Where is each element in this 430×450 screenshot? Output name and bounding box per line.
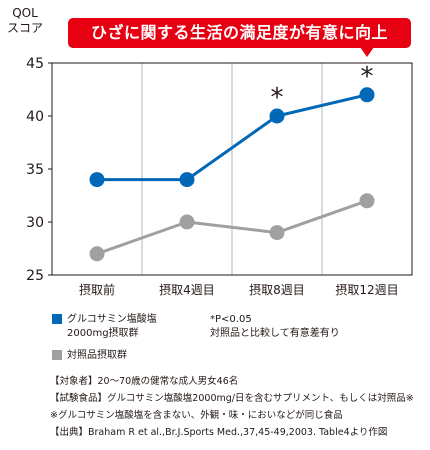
footnote-control-note: ※グルコサミン塩酸塩を含まない、外観・味・においなどが同じ食品 — [50, 410, 343, 421]
data-point-series-0 — [269, 108, 285, 124]
significance-note: *P<0.05 対照品と比較して有意差有り — [210, 313, 340, 341]
series-line-1 — [96, 199, 368, 256]
x-tick-label: 摂取12週目 — [335, 282, 398, 297]
data-point-series-1 — [359, 193, 375, 209]
legend-label-control: 対照品摂取群 — [67, 350, 127, 361]
footnote-source: 【出典】Braham R et al.,Br.J.Sports Med.,37,… — [50, 427, 388, 438]
data-point-series-1 — [269, 225, 285, 241]
significance-note-line-1: *P<0.05 — [210, 314, 252, 325]
footnotes: 【対象者】20～70歳の健常な成人男女46名 【試験食品】グルコサミン塩酸塩20… — [50, 373, 414, 441]
legend-item-glucosamine: グルコサミン塩酸塩 2000mg摂取群 — [52, 313, 157, 341]
data-point-series-1 — [179, 214, 195, 230]
y-tick-label: 45 — [26, 56, 44, 72]
y-axis-title: QOL スコア — [5, 6, 45, 36]
y-axis-title-line-2: スコア — [6, 21, 43, 35]
chart-title-banner: ひざに関する生活の満足度が有意に向上 — [68, 18, 411, 48]
x-tick-label: 摂取前 — [79, 282, 115, 297]
footnote-subjects: 【対象者】20～70歳の健常な成人男女46名 — [50, 376, 239, 387]
x-tick-label: 摂取4週目 — [159, 282, 215, 297]
data-point-series-0 — [359, 87, 375, 103]
y-tick-label: 40 — [26, 109, 44, 125]
y-tick-label: 25 — [26, 268, 44, 284]
y-axis-title-line-1: QOL — [12, 6, 38, 20]
legend-swatch-control — [52, 350, 62, 360]
legend-swatch-glucosamine — [52, 314, 62, 324]
significance-note-line-2: 対照品と比較して有意差有り — [210, 328, 340, 339]
significance-asterisk: * — [271, 83, 284, 113]
series-line-0 — [97, 93, 368, 182]
banner-pointer — [360, 47, 374, 57]
significance-asterisk: * — [361, 62, 374, 92]
legend-item-control: 対照品摂取群 — [52, 349, 157, 363]
x-tick-label: 摂取8週目 — [249, 282, 305, 297]
legend-label-glucosamine-line-2: 2000mg摂取群 — [67, 328, 139, 339]
data-point-series-0 — [179, 172, 195, 188]
footnote-test-food: 【試験食品】グルコサミン塩酸塩2000mg/日を含むサプリメント、もしくは対照品… — [50, 393, 414, 404]
legend: グルコサミン塩酸塩 2000mg摂取群 対照品摂取群 — [52, 313, 157, 363]
y-tick-label: 30 — [26, 215, 44, 231]
y-tick-label: 35 — [26, 162, 44, 178]
data-point-series-0 — [89, 172, 105, 188]
legend-label-glucosamine-line-1: グルコサミン塩酸塩 — [67, 314, 157, 325]
data-point-series-1 — [89, 246, 105, 262]
